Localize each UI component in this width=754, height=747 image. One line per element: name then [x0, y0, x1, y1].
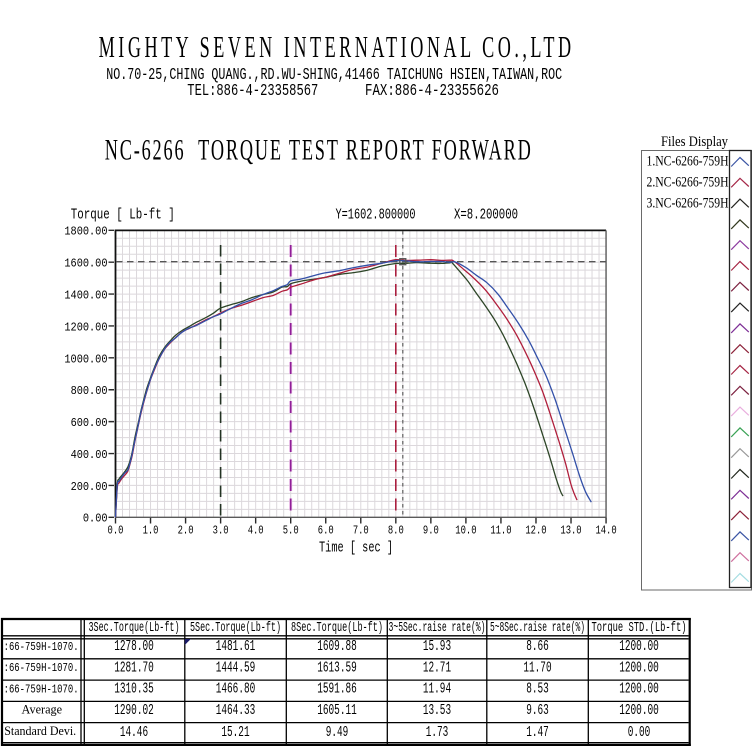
svg-text:X=8.200000: X=8.200000 — [454, 206, 518, 223]
svg-text:1.73: 1.73 — [426, 724, 449, 741]
svg-text:0.00: 0.00 — [83, 512, 108, 526]
svg-text:1200.00: 1200.00 — [619, 638, 659, 655]
svg-text:1609.88: 1609.88 — [317, 638, 357, 655]
svg-text:3.0: 3.0 — [213, 524, 229, 538]
svg-text:Torque STD.(Lb-ft): Torque STD.(Lb-ft) — [592, 621, 687, 636]
svg-text::66-759H-1070.: :66-759H-1070. — [4, 662, 79, 675]
svg-text:2.NC-6266-759H: 2.NC-6266-759H — [647, 175, 729, 191]
svg-text:15.93: 15.93 — [423, 638, 451, 655]
svg-text:1466.80: 1466.80 — [216, 681, 256, 698]
svg-text:1.47: 1.47 — [526, 724, 549, 741]
svg-text:12.71: 12.71 — [423, 659, 451, 676]
svg-text:14.0: 14.0 — [595, 524, 616, 538]
svg-text:1444.59: 1444.59 — [216, 659, 256, 676]
svg-text:800.00: 800.00 — [71, 384, 108, 398]
svg-text:15.21: 15.21 — [221, 724, 249, 741]
svg-text:7.0: 7.0 — [353, 524, 369, 538]
svg-text:11.70: 11.70 — [523, 659, 551, 676]
svg-text:2.0: 2.0 — [178, 524, 194, 538]
svg-text:1310.35: 1310.35 — [114, 681, 154, 698]
svg-text:1605.11: 1605.11 — [317, 702, 357, 719]
svg-text:Torque [ Lb-ft ]: Torque [ Lb-ft ] — [71, 206, 175, 223]
svg-text:3~5Sec.raise rate(%): 3~5Sec.raise rate(%) — [389, 621, 486, 636]
svg-text:8.66: 8.66 — [526, 638, 549, 655]
svg-text:Y=1602.800000: Y=1602.800000 — [336, 206, 416, 223]
svg-text:5~8Sec.raise rate(%): 5~8Sec.raise rate(%) — [490, 621, 585, 636]
svg-text:1800.00: 1800.00 — [64, 225, 107, 239]
svg-text:1200.00: 1200.00 — [619, 659, 659, 676]
svg-text:0.0: 0.0 — [108, 524, 124, 538]
svg-text:13.53: 13.53 — [423, 702, 451, 719]
svg-text:11.94: 11.94 — [423, 681, 451, 698]
svg-text:1.0: 1.0 — [143, 524, 159, 538]
svg-text:600.00: 600.00 — [71, 416, 108, 430]
svg-text:8.0: 8.0 — [388, 524, 404, 538]
svg-text:14.46: 14.46 — [120, 724, 148, 741]
svg-text:NC-6266 TORQUE TEST REPORT FO: NC-6266 TORQUE TEST REPORT FORWARD — [105, 134, 533, 167]
svg-text:1591.86: 1591.86 — [317, 681, 357, 698]
svg-text:200.00: 200.00 — [71, 480, 108, 494]
svg-text:10.0: 10.0 — [455, 524, 476, 538]
svg-text::66-759H-1070.: :66-759H-1070. — [4, 641, 79, 654]
svg-text:9.49: 9.49 — [326, 724, 349, 741]
svg-text:5Sec.Torque(Lb-ft): 5Sec.Torque(Lb-ft) — [190, 621, 281, 636]
svg-text:4.0: 4.0 — [248, 524, 264, 538]
svg-text:Average: Average — [22, 702, 63, 717]
svg-text:Standard Devi.: Standard Devi. — [4, 723, 76, 738]
svg-text::66-759H-1070.: :66-759H-1070. — [4, 683, 79, 696]
svg-text:8.53: 8.53 — [526, 681, 549, 698]
svg-text:0.00: 0.00 — [628, 724, 651, 741]
svg-text:TEL:886-4-23358567: TEL:886-4-23358567 — [187, 81, 318, 100]
svg-text:9.0: 9.0 — [423, 524, 439, 538]
svg-text:11.0: 11.0 — [490, 524, 511, 538]
svg-text:12.0: 12.0 — [525, 524, 546, 538]
svg-text:Time [ sec ]: Time [ sec ] — [319, 540, 393, 557]
svg-text:MIGHTY SEVEN INTERNATIONAL CO.: MIGHTY SEVEN INTERNATIONAL CO.,LTD — [99, 29, 575, 64]
svg-text:3Sec.Torque(Lb-ft): 3Sec.Torque(Lb-ft) — [89, 621, 180, 636]
svg-text:1000.00: 1000.00 — [64, 352, 107, 366]
svg-text:FAX:886-4-23355626: FAX:886-4-23355626 — [365, 81, 499, 100]
svg-text:1200.00: 1200.00 — [619, 681, 659, 698]
svg-text:9.63: 9.63 — [526, 702, 549, 719]
svg-text:1481.61: 1481.61 — [216, 638, 256, 655]
svg-text:1290.02: 1290.02 — [114, 702, 154, 719]
svg-text:13.0: 13.0 — [560, 524, 581, 538]
svg-text:3.NC-6266-759H: 3.NC-6266-759H — [647, 196, 729, 212]
svg-text:1278.00: 1278.00 — [114, 638, 154, 655]
svg-text:400.00: 400.00 — [71, 448, 108, 462]
svg-text:1464.33: 1464.33 — [216, 702, 256, 719]
svg-text:1600.00: 1600.00 — [64, 257, 107, 271]
svg-text:1.NC-6266-759H: 1.NC-6266-759H — [647, 154, 729, 170]
svg-text:NO.70-25,CHING QUANG.,RD.WU-SH: NO.70-25,CHING QUANG.,RD.WU-SHING,41466 … — [106, 65, 562, 84]
svg-text:1613.59: 1613.59 — [317, 659, 357, 676]
svg-text:1281.70: 1281.70 — [114, 659, 154, 676]
svg-text:Files Display: Files Display — [661, 134, 729, 150]
svg-text:1400.00: 1400.00 — [64, 288, 107, 302]
svg-text:1200.00: 1200.00 — [619, 702, 659, 719]
svg-text:5.0: 5.0 — [283, 524, 299, 538]
svg-text:8Sec.Torque(Lb-ft): 8Sec.Torque(Lb-ft) — [291, 621, 383, 636]
svg-text:1200.00: 1200.00 — [64, 320, 107, 334]
svg-text:6.0: 6.0 — [318, 524, 334, 538]
